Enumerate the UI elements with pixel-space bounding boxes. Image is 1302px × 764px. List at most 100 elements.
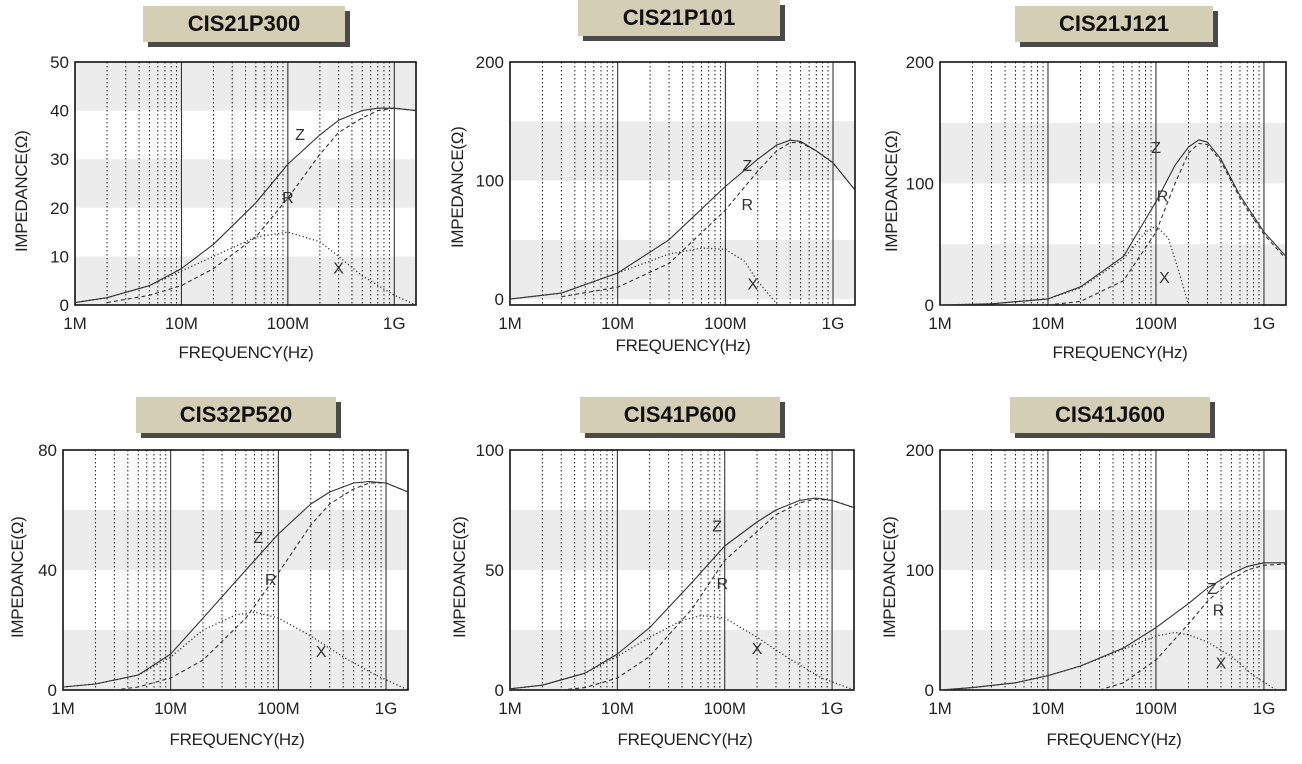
curve-label-x: X [333,260,344,277]
y-tick-label: 10 [50,247,69,266]
series-r-curve [1099,563,1286,691]
curve-label-x: X [1216,655,1227,672]
y-tick-label: 50 [50,53,69,72]
curve-label-r: R [1213,603,1225,620]
chart-panel-4: CIS32P520 0 40 80 1M 10M 100M 1G Z R X IMPEDANCE(… [0,382,434,764]
y-tick-label: 0 [60,296,69,315]
x-tick-label: 1M [498,314,522,333]
x-tick-label: 1M [51,699,75,718]
x-axis-label-2: FREQUENCY(Hz) [615,336,751,355]
grid-band [510,630,854,690]
x-tick-label: 10M [601,314,634,333]
curve-label-z: Z [712,519,722,536]
chart-title-4: CIS32P520 [136,397,336,433]
series-r-curve [106,107,416,304]
chart-plot-6: 0 100 200 1M 10M 100M 1G ZR X [906,441,1287,718]
x-tick-label: 1G [1253,314,1276,333]
y-tick-label: 0 [925,296,934,315]
curve-label-z: Z [742,158,752,175]
y-tick-label: 100 [476,172,504,191]
series-x-curve [940,225,1190,306]
x-axis-label-4: FREQUENCY(Hz) [169,730,305,749]
x-tick-label: 100M [1135,699,1178,718]
y-tick-label: 50 [485,561,504,580]
chart-plot-5: 0 50 100 1M 10M 100M 1G Z R X [476,441,855,718]
chart-plot-2: 0 100 200 1M 10M 100M 1G Z R X [476,53,856,333]
y-tick-label: 100 [906,561,934,580]
chart-plot-4: 0 40 80 1M 10M 100M 1G Z R X [38,441,409,718]
y-tick-label: 0 [48,681,57,700]
y-tick-label: 0 [925,681,934,700]
x-tick-label: 1M [63,314,87,333]
x-tick-label: 1G [375,699,398,718]
curve-label-r: R [742,197,754,214]
plot-frame [509,61,856,306]
x-tick-label: 100M [703,699,746,718]
chart-plot-3: 0 100 200 1M 10M 100M 1G Z R X [906,53,1287,333]
grid-band [940,510,1286,570]
y-tick-label: 100 [906,175,934,194]
series-z-curve [940,139,1286,306]
x-tick-label: 1G [383,314,406,333]
series-r-curve [561,498,854,691]
grid-band [63,510,408,570]
chart-title-1: CIS21P300 [143,6,345,42]
x-tick-label: 100M [1135,314,1178,333]
plot-frame [939,61,1287,306]
curve-label-z: Z [1207,581,1217,598]
plot-frame [74,61,417,306]
series-x-curve [940,631,1277,691]
grid-band [510,239,855,300]
curve-label-x: X [752,641,763,658]
x-tick-label: 1G [821,699,844,718]
chart-panel-6: CIS41J600 0 100 200 1M 10M 100M 1G Z R X IMPEDANC… [868,382,1302,764]
y-axis-label-2: IMPEDANCE(Ω) [448,126,467,248]
x-tick-label: 10M [154,699,187,718]
curve-label-x: X [747,277,758,294]
series-r-curve [1047,142,1286,306]
x-tick-label: 10M [601,699,634,718]
chart-title-6: CIS41J600 [1010,397,1210,433]
curve-label-r: R [265,572,277,589]
x-tick-label: 1M [498,699,522,718]
x-tick-label: 100M [267,314,310,333]
x-tick-label: 100M [704,314,747,333]
chart-panel-2: CIS21P101 0 100 200 1M 10M 100M 1G Z R X IMPEDANC… [434,0,868,382]
y-tick-label: 20 [50,199,69,218]
chart-title-3: CIS21J121 [1015,6,1213,42]
x-tick-label: 1M [928,314,952,333]
x-tick-label: 10M [165,314,198,333]
grid-band [940,630,1286,690]
x-axis-label-5: FREQUENCY(Hz) [617,730,753,749]
curve-label-z: Z [1151,140,1161,157]
y-axis-label-1: IMPEDANCE(Ω) [12,130,31,252]
curve-label-z: Z [295,127,305,144]
plot-frame [509,449,855,691]
chart-title-5: CIS41P600 [580,397,780,433]
curve-label-r: R [282,190,294,207]
y-tick-label: 100 [476,441,504,460]
chart-title-2: CIS21P101 [578,0,780,36]
plot-frame [62,449,409,691]
x-axis-label-3: FREQUENCY(Hz) [1052,343,1188,362]
x-tick-label: 1M [928,699,952,718]
y-axis-label-5: IMPEDANCE(Ω) [450,516,469,638]
curve-label-x: X [1159,270,1170,287]
y-tick-label: 200 [476,53,504,72]
chart-plot-1: 0 10 20 30 40 50 1M 10M 100M 1G Z R X [50,53,417,333]
x-axis-label-1: FREQUENCY(Hz) [178,343,314,362]
grid-band [510,510,854,570]
chart-panel-3: CIS21J121 0 100 200 1M 10M 100M 1G Z R X IMPEDANC… [868,0,1302,382]
y-tick-label: 200 [906,53,934,72]
plot-frame [939,449,1287,691]
y-tick-label: 200 [906,441,934,460]
y-axis-label-3: IMPEDANCE(Ω) [882,130,901,252]
curve-label-z: Z [253,530,263,547]
y-tick-label: 80 [38,441,57,460]
series-x-curve [75,231,416,306]
x-tick-label: 10M [1031,314,1064,333]
y-tick-label: 0 [495,681,504,700]
grid-band [75,256,416,305]
x-tick-label: 1G [822,314,845,333]
y-tick-label: 0 [495,290,504,309]
